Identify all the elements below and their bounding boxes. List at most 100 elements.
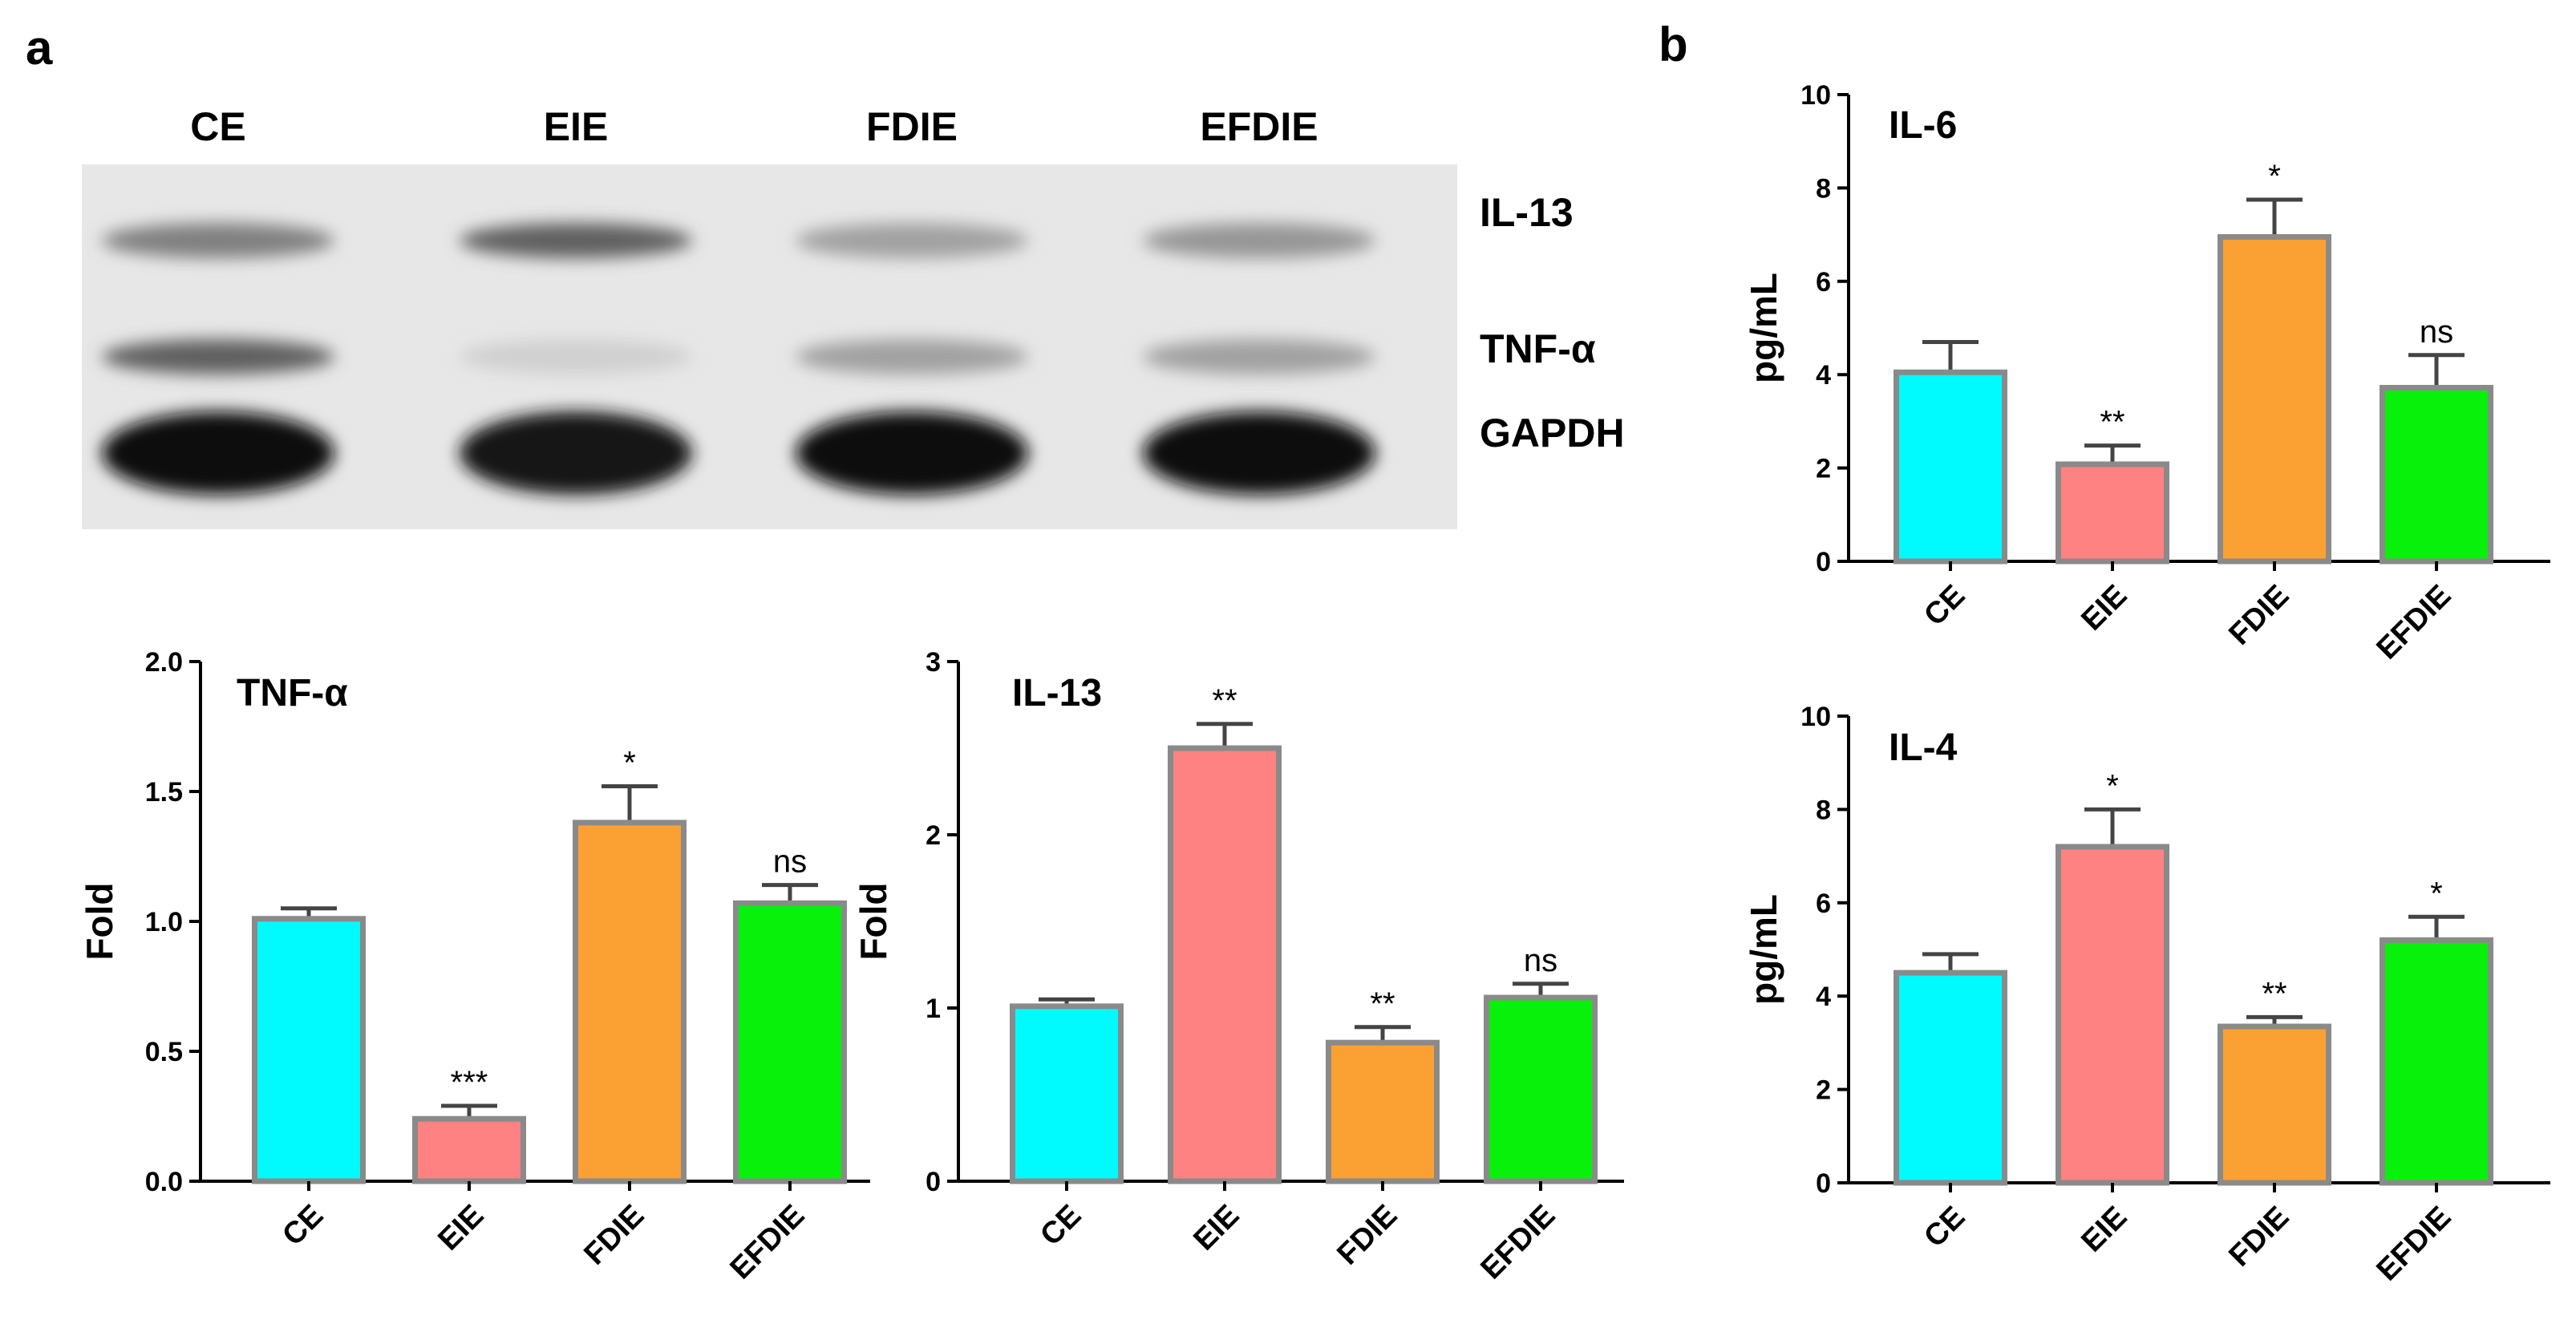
chart-title: IL-4: [1889, 727, 1958, 769]
lane-label-ce: CE: [190, 104, 245, 149]
bar-eie: [2056, 844, 2169, 1186]
y-tick-label: 10: [1800, 702, 1831, 732]
x-tick-label-eie: EIE: [2075, 1200, 2133, 1259]
blot-band-tnf-eie: [460, 339, 692, 374]
blot-band-il13-ce: [102, 223, 334, 258]
significance-label-efdie: ns: [2420, 314, 2453, 350]
significance-label-fdie: *: [2268, 159, 2281, 194]
significance-label-efdie: *: [2430, 876, 2443, 911]
bar-fdie: [1326, 1039, 1440, 1184]
band-label-gapdh: GAPDH: [1480, 411, 1625, 455]
bar-ce: [1894, 369, 2007, 565]
band-label-il13: IL-13: [1480, 190, 1574, 235]
blot-bands: [102, 223, 1375, 495]
chart-title: IL-6: [1889, 104, 1957, 147]
y-tick-label: 2: [1816, 1075, 1831, 1106]
significance-label-efdie: ns: [1524, 943, 1557, 978]
significance-label-fdie: **: [1370, 986, 1395, 1022]
western-blot: CE EIE FDIE EFDIE IL-13 TNF-α GAPDH: [82, 104, 1625, 529]
y-tick-label: 1: [925, 994, 941, 1024]
y-axis-label: pg/mL: [1743, 894, 1784, 1005]
x-tick-label-eie: EIE: [2075, 579, 2133, 638]
significance-label-eie: **: [1212, 683, 1237, 719]
chart-il-6: 0 2 4 6 8 10 pg/mL IL-6 CE ** EIE * FDIE ns EFDIE: [1743, 80, 2550, 666]
bar-ce: [1894, 970, 2007, 1186]
panel-letter-a: a: [26, 21, 53, 75]
bar-efdie: [1484, 994, 1598, 1184]
blot-band-il13-eie: [460, 223, 692, 258]
significance-label-fdie: **: [2262, 976, 2286, 1011]
significance-label-eie: ***: [451, 1065, 488, 1100]
y-tick-label: 8: [1816, 795, 1831, 825]
chart-title: TNF-α: [237, 672, 348, 715]
lane-label-eie: EIE: [544, 104, 609, 149]
x-tick-label-efdie: EFDIE: [1475, 1199, 1562, 1286]
blot-band-il13-efdie: [1143, 223, 1375, 258]
blot-band-tnf-fdie: [796, 339, 1028, 374]
blot-band-gapdh-ce: [102, 411, 334, 495]
y-tick-label: 6: [1816, 889, 1831, 919]
bar-efdie: [733, 900, 847, 1184]
x-tick-label-fdie: FDIE: [2222, 579, 2295, 652]
blot-band-tnf-efdie: [1143, 339, 1375, 374]
chart-title: IL-13: [1012, 672, 1102, 715]
blot-band-gapdh-eie: [460, 411, 692, 495]
y-tick-label: 2: [1816, 454, 1831, 484]
y-tick-label: 4: [1816, 360, 1831, 391]
y-tick-label: 0: [925, 1167, 941, 1197]
lane-label-fdie: FDIE: [866, 104, 958, 149]
x-tick-label-efdie: EFDIE: [2371, 579, 2458, 666]
x-tick-label-ce: CE: [1918, 1200, 1971, 1254]
chart-tnf-alpha: 0.0 0.5 1.0 1.5 2.0 Fold TNF-α CE *** EIE * FDIE ns E…: [79, 647, 870, 1285]
bar-eie: [1168, 745, 1282, 1184]
significance-label-eie: *: [2106, 768, 2119, 804]
x-tick-label-eie: EIE: [1187, 1199, 1245, 1257]
bar-eie: [412, 1115, 526, 1184]
blot-lane-labels: CE EIE FDIE EFDIE: [190, 104, 1318, 149]
panel-letter-b: b: [1659, 18, 1688, 71]
bar-fdie: [573, 820, 687, 1184]
y-axis-label: Fold: [79, 882, 120, 960]
significance-label-eie: **: [2100, 405, 2124, 440]
x-tick-label-ce: CE: [1918, 579, 1971, 633]
y-tick-label: 0: [1816, 1168, 1831, 1199]
bar-fdie: [2218, 1023, 2331, 1186]
bar-efdie: [2380, 384, 2493, 565]
chart-il-13: 0 1 2 3 Fold IL-13 CE ** EIE ** FDIE ns EFDIE: [853, 647, 1624, 1285]
y-tick-label: 0.0: [145, 1167, 183, 1197]
chart-il-4: 0 2 4 6 8 10 pg/mL IL-4 CE * EIE ** FDIE * EFDIE: [1743, 702, 2550, 1287]
y-tick-label: 2.0: [145, 647, 183, 678]
blot-band-labels: IL-13 TNF-α GAPDH: [1480, 190, 1625, 455]
x-tick-label-fdie: FDIE: [2222, 1200, 2295, 1273]
y-tick-label: 10: [1800, 80, 1831, 111]
bar-fdie: [2218, 234, 2331, 565]
band-label-tnf: TNF-α: [1480, 326, 1596, 371]
y-tick-label: 6: [1816, 267, 1831, 298]
blot-band-tnf-ce: [102, 339, 334, 374]
x-tick-label-eie: EIE: [431, 1199, 490, 1257]
x-tick-label-fdie: FDIE: [577, 1199, 650, 1272]
x-tick-label-ce: CE: [276, 1199, 330, 1253]
x-tick-label-efdie: EFDIE: [724, 1199, 812, 1286]
significance-label-fdie: *: [623, 746, 636, 781]
blot-band-il13-fdie: [796, 223, 1028, 258]
y-axis-label: Fold: [853, 882, 894, 960]
bar-eie: [2056, 461, 2169, 565]
y-tick-label: 0: [1816, 547, 1831, 577]
y-tick-label: 8: [1816, 173, 1831, 204]
x-tick-label-efdie: EFDIE: [2371, 1200, 2458, 1288]
bar-efdie: [2380, 937, 2493, 1186]
y-tick-label: 4: [1816, 982, 1831, 1012]
y-tick-label: 2: [925, 820, 941, 851]
y-axis-label: pg/mL: [1743, 273, 1784, 383]
y-tick-label: 3: [925, 647, 941, 678]
y-tick-label: 0.5: [145, 1037, 183, 1067]
x-tick-label-ce: CE: [1034, 1199, 1088, 1253]
bar-ce: [252, 916, 366, 1184]
y-tick-label: 1.5: [145, 777, 183, 808]
y-tick-label: 1.0: [145, 907, 183, 937]
lane-label-efdie: EFDIE: [1200, 104, 1318, 149]
blot-band-gapdh-fdie: [796, 411, 1028, 495]
blot-band-gapdh-efdie: [1143, 411, 1375, 495]
